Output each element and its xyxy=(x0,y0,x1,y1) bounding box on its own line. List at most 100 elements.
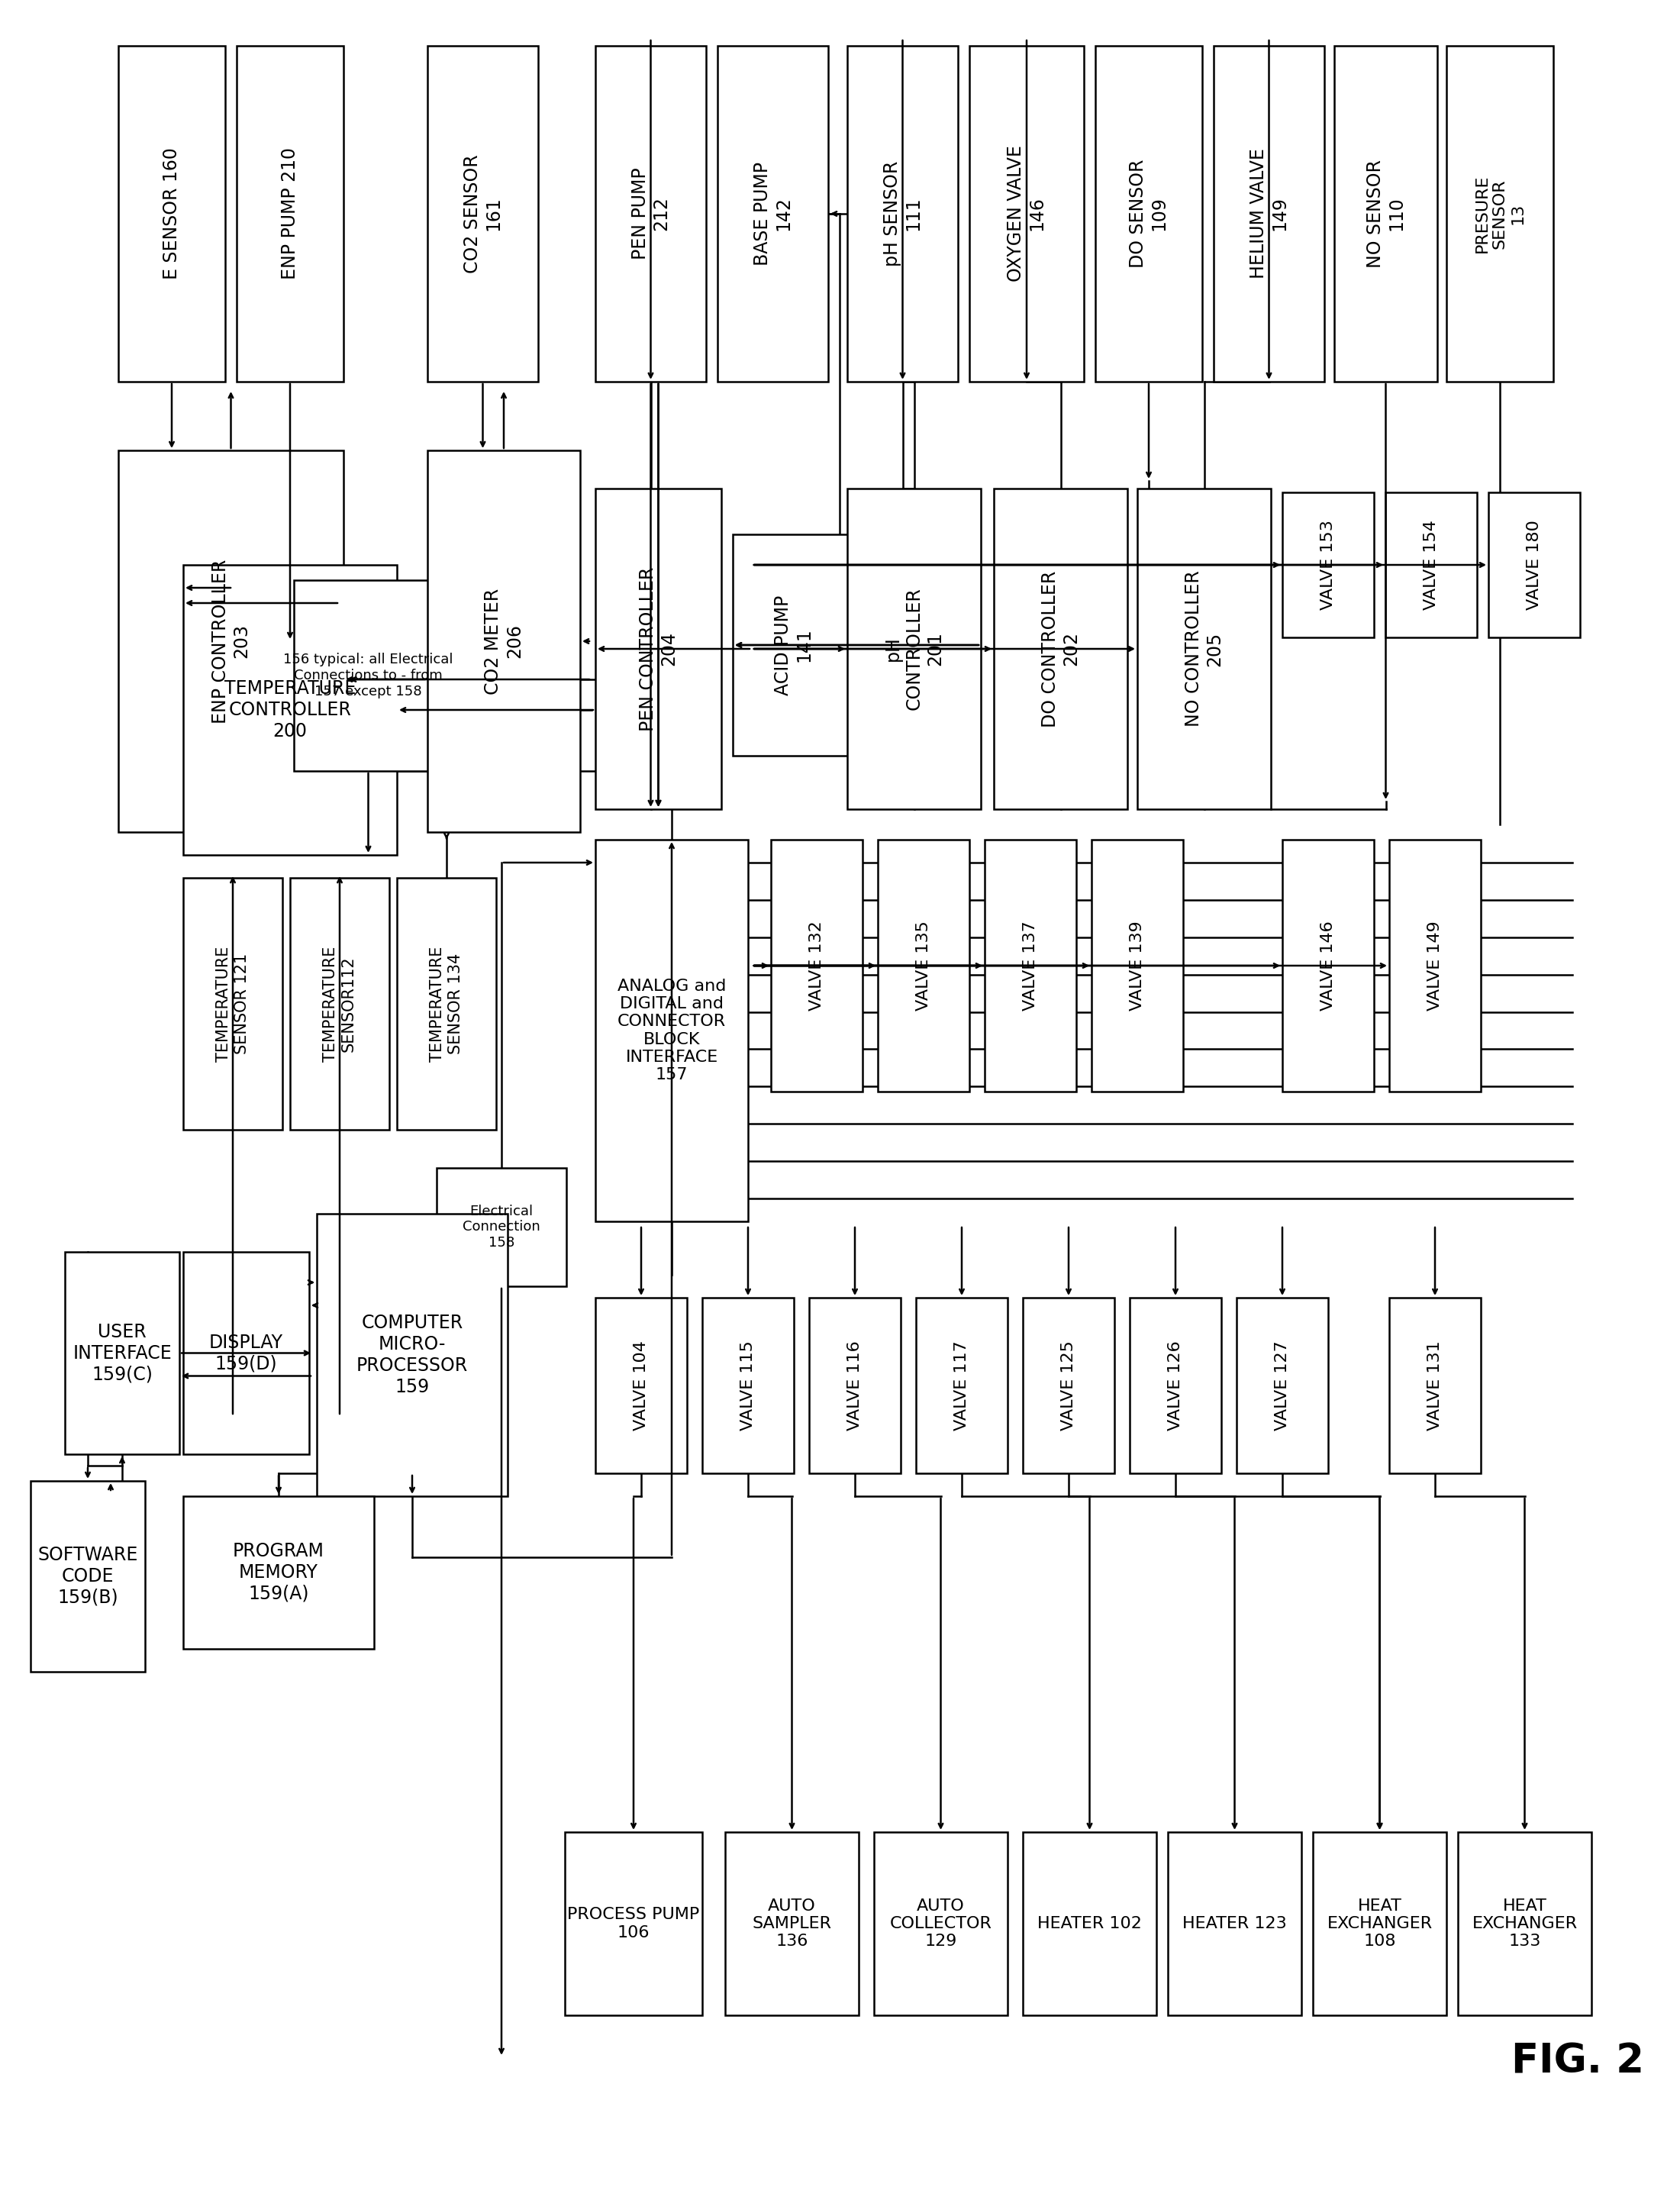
Bar xyxy=(847,488,981,810)
Bar xyxy=(183,878,282,1131)
Text: 156 typical: all Electrical
Connections to - from
157 except 158: 156 typical: all Electrical Connections … xyxy=(284,653,454,697)
Bar xyxy=(396,878,496,1131)
Text: VALVE 117: VALVE 117 xyxy=(954,1340,969,1430)
Bar xyxy=(291,878,390,1131)
Bar xyxy=(318,1214,507,1496)
Bar xyxy=(1129,1298,1221,1474)
Bar xyxy=(726,1833,858,2015)
Text: VALVE 146: VALVE 146 xyxy=(1320,922,1336,1010)
Text: TEMPERATURE
CONTROLLER
200: TEMPERATURE CONTROLLER 200 xyxy=(223,680,356,741)
Bar xyxy=(1023,1833,1156,2015)
Bar xyxy=(1282,840,1374,1091)
Bar xyxy=(237,46,343,381)
Bar xyxy=(1092,840,1183,1091)
Text: PEN PUMP
212: PEN PUMP 212 xyxy=(632,167,670,260)
Text: VALVE 115: VALVE 115 xyxy=(741,1340,756,1430)
Text: HEATER 102: HEATER 102 xyxy=(1037,1916,1142,1932)
Bar xyxy=(732,535,855,757)
Text: HEAT
EXCHANGER
108: HEAT EXCHANGER 108 xyxy=(1327,1899,1433,1949)
Bar xyxy=(595,46,706,381)
Bar xyxy=(294,581,444,770)
Text: VALVE 132: VALVE 132 xyxy=(810,922,825,1010)
Text: COMPUTER
MICRO-
PROCESSOR
159: COMPUTER MICRO- PROCESSOR 159 xyxy=(356,1313,469,1397)
Text: TEMPERATURE
SENSOR112: TEMPERATURE SENSOR112 xyxy=(323,946,356,1063)
Text: VALVE 139: VALVE 139 xyxy=(1129,922,1146,1010)
Text: AUTO
SAMPLER
136: AUTO SAMPLER 136 xyxy=(753,1899,832,1949)
Text: PROGRAM
MEMORY
159(A): PROGRAM MEMORY 159(A) xyxy=(234,1542,324,1604)
Text: VALVE 149: VALVE 149 xyxy=(1428,922,1443,1010)
Text: Electrical
Connection
158: Electrical Connection 158 xyxy=(462,1203,541,1250)
Text: ENP PUMP 210: ENP PUMP 210 xyxy=(281,147,299,279)
Bar xyxy=(1446,46,1554,381)
Text: TEMPERATURE
SENSOR 121: TEMPERATURE SENSOR 121 xyxy=(217,946,249,1063)
Text: TEMPERATURE
SENSOR 134: TEMPERATURE SENSOR 134 xyxy=(430,946,464,1063)
Text: PROCESS PUMP
106: PROCESS PUMP 106 xyxy=(568,1907,699,1940)
Bar xyxy=(1095,46,1203,381)
Bar xyxy=(427,451,580,832)
Bar xyxy=(810,1298,900,1474)
Text: NO CONTROLLER
205: NO CONTROLLER 205 xyxy=(1184,570,1223,726)
Bar xyxy=(1137,488,1270,810)
Text: SOFTWARE
CODE
159(B): SOFTWARE CODE 159(B) xyxy=(37,1547,138,1606)
Text: VALVE 180: VALVE 180 xyxy=(1527,519,1542,609)
Text: NO SENSOR
110: NO SENSOR 110 xyxy=(1366,161,1406,268)
Bar xyxy=(1168,1833,1302,2015)
Bar xyxy=(1023,1298,1114,1474)
Text: VALVE 131: VALVE 131 xyxy=(1428,1340,1443,1430)
Bar xyxy=(771,840,862,1091)
Text: E SENSOR 160: E SENSOR 160 xyxy=(163,147,181,279)
Bar xyxy=(984,840,1077,1091)
Bar xyxy=(1458,1833,1591,2015)
Text: CO2 METER
206: CO2 METER 206 xyxy=(484,587,524,695)
Bar xyxy=(702,1298,795,1474)
Bar xyxy=(1213,46,1324,381)
Bar xyxy=(564,1833,702,2015)
Bar xyxy=(183,1252,309,1454)
Bar xyxy=(874,1833,1008,2015)
Bar xyxy=(183,565,396,856)
Text: PRESURE
SENSOR
13: PRESURE SENSOR 13 xyxy=(1475,174,1525,253)
Text: pH SENSOR
111: pH SENSOR 111 xyxy=(882,161,922,266)
Text: PEN CONTROLLER
204: PEN CONTROLLER 204 xyxy=(638,568,679,730)
Bar xyxy=(717,46,828,381)
Bar xyxy=(1282,493,1374,638)
Bar xyxy=(1488,493,1579,638)
Bar xyxy=(595,488,721,810)
Bar xyxy=(1389,840,1480,1091)
Text: VALVE 104: VALVE 104 xyxy=(633,1340,648,1430)
Bar xyxy=(118,451,343,832)
Text: DO CONTROLLER
202: DO CONTROLLER 202 xyxy=(1042,570,1080,728)
Bar xyxy=(183,1496,375,1648)
Text: VALVE 125: VALVE 125 xyxy=(1062,1340,1077,1430)
Text: ENP CONTROLLER
203: ENP CONTROLLER 203 xyxy=(212,559,250,724)
Bar xyxy=(437,1168,566,1287)
Text: HEAT
EXCHANGER
133: HEAT EXCHANGER 133 xyxy=(1472,1899,1578,1949)
Bar xyxy=(1312,1833,1446,2015)
Bar xyxy=(1236,1298,1329,1474)
Text: AUTO
COLLECTOR
129: AUTO COLLECTOR 129 xyxy=(890,1899,991,1949)
Text: VALVE 153: VALVE 153 xyxy=(1320,519,1336,609)
Bar xyxy=(595,840,748,1221)
Bar xyxy=(1389,1298,1480,1474)
Text: VALVE 116: VALVE 116 xyxy=(847,1340,862,1430)
Bar xyxy=(877,840,969,1091)
Bar xyxy=(847,46,958,381)
Bar xyxy=(1334,46,1438,381)
Bar xyxy=(916,1298,1008,1474)
Text: VALVE 154: VALVE 154 xyxy=(1423,519,1438,609)
Text: DISPLAY
159(D): DISPLAY 159(D) xyxy=(208,1333,284,1373)
Text: FIG. 2: FIG. 2 xyxy=(1512,2042,1645,2081)
Text: VALVE 126: VALVE 126 xyxy=(1168,1340,1183,1430)
Text: OXYGEN VALVE
146: OXYGEN VALVE 146 xyxy=(1006,145,1047,282)
Text: BASE PUMP
142: BASE PUMP 142 xyxy=(753,163,793,266)
Text: CO2 SENSOR
161: CO2 SENSOR 161 xyxy=(464,154,502,273)
Text: pH
CONTROLLER
201: pH CONTROLLER 201 xyxy=(884,587,944,711)
Text: VALVE 135: VALVE 135 xyxy=(916,920,931,1010)
Bar xyxy=(118,46,225,381)
Bar xyxy=(30,1481,144,1672)
Bar xyxy=(1386,493,1477,638)
Bar xyxy=(595,1298,687,1474)
Text: DO SENSOR
109: DO SENSOR 109 xyxy=(1129,158,1169,268)
Text: VALVE 137: VALVE 137 xyxy=(1023,922,1038,1010)
Bar xyxy=(969,46,1084,381)
